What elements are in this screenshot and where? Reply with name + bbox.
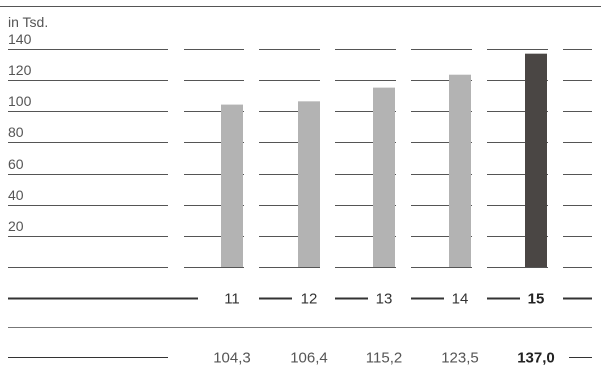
y-tick-label: 20 — [8, 218, 24, 234]
bars — [221, 53, 547, 267]
y-tick-label: 40 — [8, 187, 24, 203]
y-tick-label: 60 — [8, 156, 24, 172]
category-label: 11 — [224, 291, 240, 308]
value-label: 137,0 — [517, 350, 555, 367]
y-tick-label: 100 — [8, 93, 32, 109]
value-label: 123,5 — [441, 350, 479, 367]
unit-label: in Tsd. — [8, 14, 48, 30]
y-tick-label: 120 — [8, 62, 32, 78]
value-label: 115,2 — [366, 350, 402, 367]
value-label: 106,4 — [290, 350, 328, 367]
category-row: 11 12 13 14 15 — [8, 291, 592, 308]
bar — [525, 53, 547, 267]
bar — [298, 101, 320, 267]
category-label: 13 — [376, 291, 393, 308]
category-label: 15 — [528, 291, 545, 308]
y-tick-label: 140 — [8, 31, 32, 47]
category-label: 12 — [301, 291, 318, 308]
y-tick-label: 80 — [8, 124, 24, 140]
bar — [449, 74, 471, 267]
bar — [221, 104, 243, 267]
y-axis-ticks: 20 40 60 80 100 120 140 — [8, 31, 32, 234]
value-row: 104,3 106,4 115,2 123,5 137,0 — [8, 327, 592, 367]
value-label: 104,3 — [213, 350, 251, 367]
category-label: 14 — [452, 291, 469, 308]
bar — [373, 87, 395, 267]
